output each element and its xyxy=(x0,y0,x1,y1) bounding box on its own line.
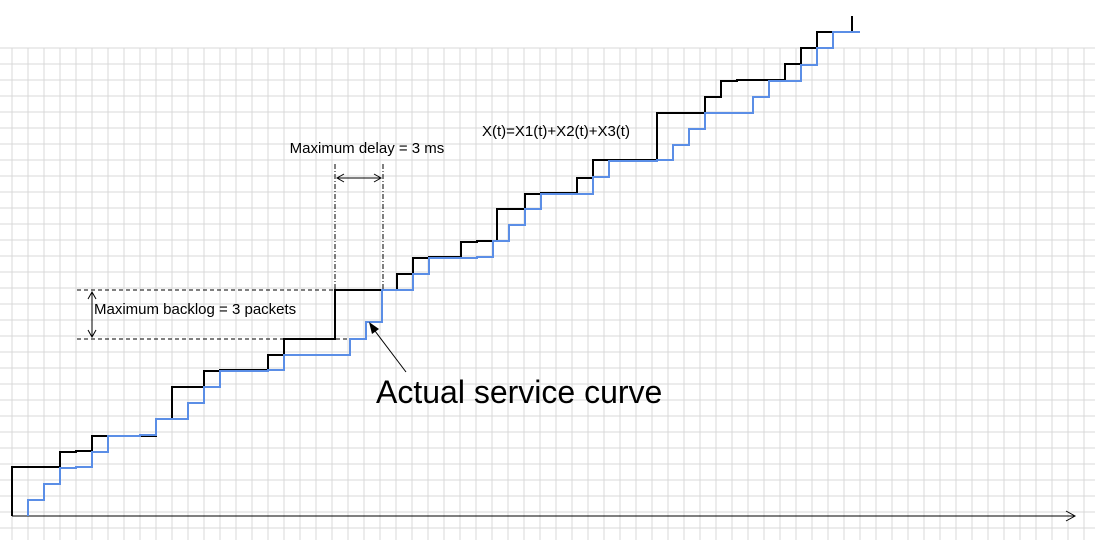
delay-arrowhead-left xyxy=(335,173,345,183)
delay-arrowhead-right xyxy=(373,173,383,183)
x-axis-arrowhead xyxy=(1065,510,1077,522)
backlog-arrowhead-top xyxy=(87,290,97,300)
arrival-curve-label: X(t)=X1(t)+X2(t)+X3(t) xyxy=(482,123,630,140)
service-pointer-arrowhead xyxy=(369,322,379,334)
service-curve xyxy=(27,31,860,516)
background-grid xyxy=(0,47,1095,540)
service-pointer-line xyxy=(371,326,407,373)
max-delay-label: Maximum delay = 3 ms xyxy=(290,140,445,157)
max-backlog-label: Maximum backlog = 3 packets xyxy=(94,301,296,318)
backlog-arrowhead-bottom xyxy=(87,329,97,339)
arrival-curve xyxy=(11,31,852,516)
service-curve-label: Actual service curve xyxy=(376,374,662,410)
